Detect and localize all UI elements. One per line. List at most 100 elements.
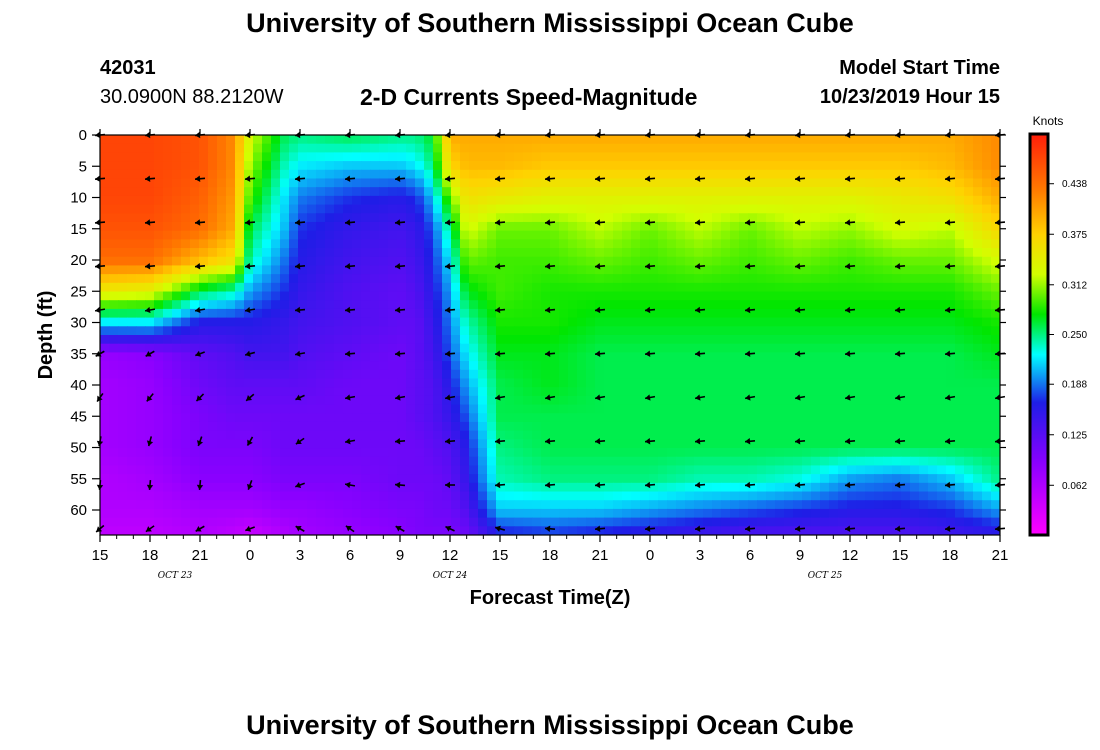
heat-cell [820,387,830,397]
heat-cell [685,369,695,380]
heat-cell [280,387,290,397]
heat-cell [946,361,956,371]
heat-cell [541,387,551,397]
heat-cell [352,265,362,275]
heat-cell [658,195,668,206]
heat-cell [937,395,947,406]
heat-cell [487,274,497,284]
heat-cell [937,248,947,258]
heat-cell [253,265,263,275]
heat-cell [334,230,344,240]
heat-cell [172,195,182,206]
heat-cell [478,230,488,240]
heat-cell [298,439,308,449]
heat-cell [334,517,344,527]
heat-cell [757,152,767,162]
heat-cell [838,369,848,380]
heat-cell [478,221,488,232]
heat-cell [712,343,722,353]
heat-cell [973,178,983,188]
heat-cell [217,482,227,493]
heat-cell [667,491,677,501]
heat-cell [505,135,515,145]
current-arrow [494,525,506,532]
heat-cell [325,248,335,258]
title-top: University of Southern Mississippi Ocean… [246,8,854,38]
heat-cell [370,343,380,353]
heat-cell [181,491,191,501]
heat-cell [541,448,551,458]
heat-cell [271,491,281,501]
heat-cell [199,517,209,527]
heat-cell [577,482,587,493]
heat-cell [352,169,362,180]
heat-cell [127,430,137,440]
heat-cell [847,256,857,267]
heat-cell [199,326,209,336]
heat-cell [982,439,992,449]
heat-cell [280,248,290,258]
heat-cell [217,369,227,380]
heat-cell [244,308,254,319]
heat-cell [595,326,605,336]
heat-cell [478,413,488,423]
heat-cell [532,161,542,171]
heat-cell [172,265,182,275]
current-arrow [594,481,606,489]
heat-cell [730,526,740,535]
heat-cell [523,508,533,519]
heat-cell [712,187,722,197]
heat-cell [883,274,893,284]
heat-cell [712,221,722,232]
heat-cell [460,456,470,467]
heat-cell [793,378,803,388]
heat-cell [847,439,857,449]
heat-cell [910,482,920,493]
heat-cell [919,308,929,319]
heat-cell [397,343,407,353]
heat-cell [226,187,236,197]
heat-cell [370,274,380,284]
heat-cell [127,526,137,535]
heat-cell [631,352,641,362]
heat-cell [235,152,245,162]
heat-cell [262,143,272,153]
heat-cell [892,317,902,327]
heat-cell [415,161,425,171]
heat-cell [991,526,1000,535]
heat-cell [505,256,515,267]
heat-cell [847,169,857,180]
heat-cell [811,282,821,293]
heat-cell [703,248,713,258]
heat-cell [442,439,452,449]
heat-cell [901,161,911,171]
heat-cell [136,195,146,206]
heat-cell [370,161,380,171]
heat-cell [226,135,236,145]
station-coords: 30.0900N 88.2120W [100,86,284,108]
heat-cell [775,361,785,371]
heat-cell [775,439,785,449]
heat-cell [181,135,191,145]
heat-cell [811,308,821,319]
heat-cell [514,413,524,423]
heat-cell [388,187,398,197]
heat-cell [919,430,929,440]
heat-cell [469,221,479,232]
heat-cell [559,343,569,353]
heat-cell [649,395,659,406]
heat-cell [721,456,731,467]
heat-cell [100,500,110,510]
heat-cell [478,239,488,249]
heat-cell [109,169,119,180]
heat-cell [901,230,911,240]
heat-cell [586,161,596,171]
heat-cell [856,456,866,467]
heat-cell [532,378,542,388]
heat-cell [523,169,533,180]
heat-cell [577,256,587,267]
heat-cell [811,221,821,232]
heat-cell [586,421,596,432]
heat-cell [712,465,722,475]
heat-cell [433,482,443,493]
